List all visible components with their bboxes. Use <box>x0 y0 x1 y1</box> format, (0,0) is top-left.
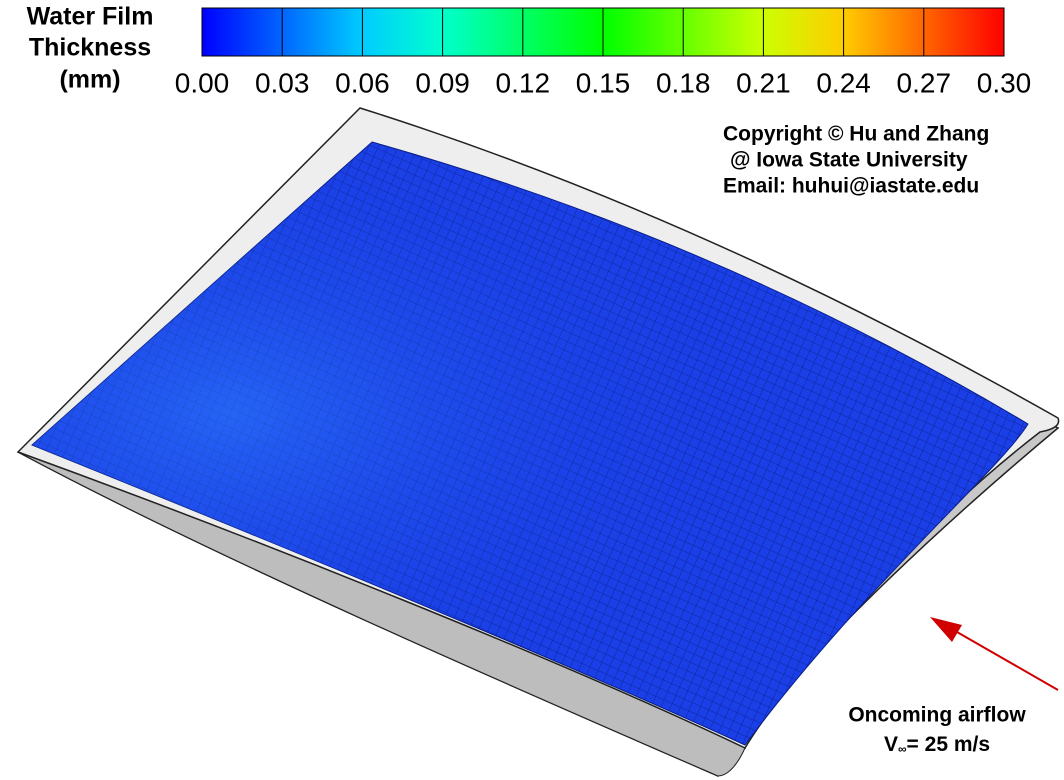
velocity-text: = 25 m/s <box>907 733 990 756</box>
colorbar-tick-label: 0.21 <box>736 67 791 98</box>
colorbar-label: Water Film <box>27 3 154 31</box>
velocity-symbol: V <box>884 733 898 756</box>
colorbar-tick-label: 0.15 <box>576 67 631 98</box>
colorbar-tick-label: 0.24 <box>816 67 871 98</box>
colorbar-tick-label: 0.27 <box>897 67 952 98</box>
airflow-arrow <box>949 627 1059 691</box>
colorbar-tick-label: 0.12 <box>496 67 551 98</box>
colorbar-tick-label: 0.00 <box>175 67 230 98</box>
colorbar-tick-label: 0.03 <box>255 67 310 98</box>
colorbar-label: (mm) <box>59 66 120 94</box>
colorbar-tick-label: 0.18 <box>656 67 711 98</box>
velocity-label: V∞= 25 m/s <box>884 733 990 757</box>
arrow-head <box>930 617 962 642</box>
airflow-label: Oncoming airflow <box>848 704 1026 727</box>
colorbar-tick-label: 0.09 <box>415 67 470 98</box>
water-film-shade <box>32 142 1028 745</box>
colorbar-label: Thickness <box>29 34 151 62</box>
colorbar-tick-label: 0.30 <box>977 67 1032 98</box>
airfoil <box>16 107 1060 777</box>
copyright: @ Iowa State University <box>730 149 968 172</box>
velocity-subscript: ∞ <box>898 742 907 756</box>
colorbar-tick-label: 0.06 <box>335 67 390 98</box>
copyright: Email: huhui@iastate.edu <box>723 175 979 198</box>
copyright: Copyright © Hu and Zhang <box>723 123 989 146</box>
